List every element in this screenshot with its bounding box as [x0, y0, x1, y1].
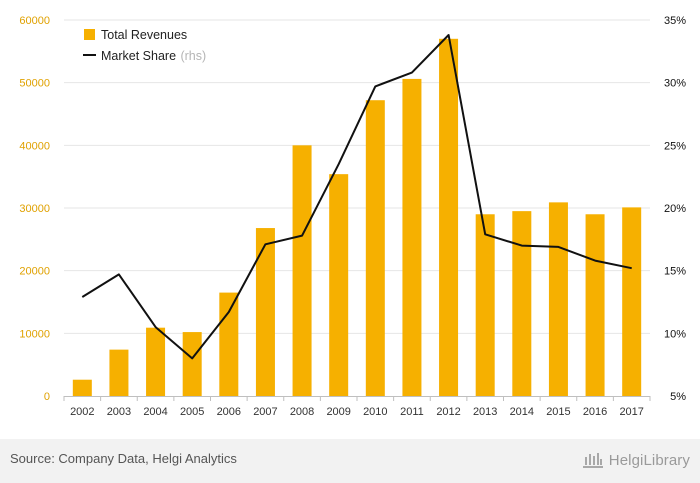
bar-2004 — [146, 327, 166, 396]
left-tick-label: 50000 — [19, 78, 50, 90]
legend-label-market-share: Market Share (rhs) — [101, 47, 206, 64]
left-tick-label: 10000 — [19, 328, 50, 340]
x-tick-label: 2015 — [546, 406, 570, 418]
left-tick-label: 40000 — [19, 140, 50, 152]
x-tick-label: 2013 — [473, 406, 497, 418]
footer: Source: Company Data, Helgi Analytics He… — [0, 439, 700, 483]
right-axis-ticks: 5% 10% 15% 20% 25% 30% 35% — [664, 15, 686, 403]
x-tick-label: 2009 — [326, 406, 350, 418]
x-axis: 2002 2003 2004 2005 2006 2007 2008 2009 2010 2011… — [63, 396, 651, 418]
x-tick-label: 2005 — [180, 406, 204, 418]
x-tick-label: 2007 — [253, 406, 277, 418]
revenue-bars — [72, 38, 642, 397]
legend-label-market-share-suffix: (rhs) — [180, 49, 206, 63]
legend-swatch-revenues — [84, 29, 95, 40]
left-tick-label: 60000 — [19, 15, 50, 27]
market-share-polyline — [81, 34, 632, 360]
bar-2015 — [548, 202, 568, 396]
x-tick-label: 2011 — [400, 406, 424, 418]
x-tick-label: 2002 — [70, 406, 94, 418]
bar-2016 — [585, 214, 605, 396]
right-tick-label: 15% — [664, 266, 686, 278]
bar-2002 — [72, 379, 92, 396]
x-tick-label: 2003 — [107, 406, 131, 418]
x-tick-label: 2008 — [290, 406, 314, 418]
x-tick-label: 2016 — [583, 406, 607, 418]
right-tick-label: 35% — [664, 15, 686, 27]
x-tick-label: 2010 — [363, 406, 387, 418]
x-tick-label: 2014 — [510, 406, 534, 418]
right-tick-label: 5% — [670, 391, 686, 403]
right-tick-label: 20% — [664, 203, 686, 215]
legend: Total Revenues Market Share (rhs) — [83, 28, 206, 64]
right-tick-label: 25% — [664, 140, 686, 152]
bar-2009 — [329, 174, 349, 396]
bar-2010 — [365, 100, 385, 397]
left-tick-label: 30000 — [19, 203, 50, 215]
bar-2008 — [292, 145, 312, 396]
left-axis-ticks: 0 10000 20000 30000 40000 50000 60000 — [19, 15, 50, 403]
library-icon — [582, 453, 603, 468]
legend-label-market-share-name: Market Share — [101, 49, 176, 63]
x-tick-label: 2006 — [217, 406, 241, 418]
bar-2011 — [402, 78, 422, 396]
right-tick-label: 30% — [664, 78, 686, 90]
x-tick-label: 2017 — [619, 406, 643, 418]
bar-2014 — [512, 211, 532, 396]
bar-2013 — [475, 214, 495, 396]
right-tick-label: 10% — [664, 328, 686, 340]
helgi-library-logo[interactable]: HelgiLibrary — [582, 449, 690, 471]
left-tick-label: 0 — [44, 391, 50, 403]
legend-label-revenues: Total Revenues — [101, 28, 187, 42]
bar-2007 — [255, 228, 275, 396]
chart: 0 10000 20000 30000 40000 50000 60000 5% 10% 15%… — [19, 15, 686, 418]
market-share-line — [81, 34, 632, 360]
left-tick-label: 20000 — [19, 266, 50, 278]
bar-2006 — [219, 292, 239, 396]
bar-2012 — [439, 38, 459, 397]
x-tick-label: 2012 — [436, 406, 460, 418]
bar-2003 — [109, 349, 129, 396]
bar-2017 — [622, 207, 642, 396]
logo-text: HelgiLibrary — [608, 451, 690, 469]
source-text: Source: Company Data, Helgi Analytics — [10, 451, 237, 466]
x-tick-label: 2004 — [143, 406, 167, 418]
bar-2005 — [182, 332, 202, 396]
